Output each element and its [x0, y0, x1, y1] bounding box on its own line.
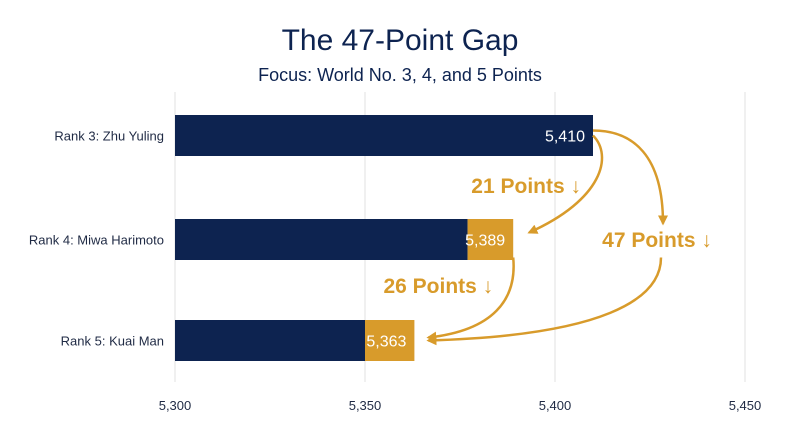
chart-title: The 47-Point Gap: [282, 24, 519, 57]
annotation-arrow: [527, 134, 604, 234]
category-label: Rank 3: Zhu Yuling: [54, 129, 164, 144]
annotation-arrow: [426, 257, 515, 342]
category-label: Rank 4: Miwa Harimoto: [29, 233, 164, 248]
x-tick-label: 5,350: [349, 398, 382, 413]
annotation-arrow: [592, 129, 668, 226]
chart-subtitle: Focus: World No. 3, 4, and 5 Points: [258, 65, 542, 85]
annotation-label: 21 Points ↓: [471, 175, 581, 198]
category-label: Rank 5: Kuai Man: [61, 334, 164, 349]
bar-gap-segment: [467, 219, 514, 260]
labels: 5,300 5,350 5,400 5,450 5,410 Rank 3: Zhu Yul…: [29, 129, 761, 414]
bar-value-label: 5,389: [465, 233, 505, 250]
bar: [175, 320, 365, 361]
x-tick-label: 5,400: [539, 398, 572, 413]
bar: [175, 115, 593, 156]
bar-value-label: 5,410: [545, 129, 585, 146]
bar: [175, 219, 468, 260]
annotation-label: 47 Points ↓: [602, 229, 712, 252]
x-tick-label: 5,300: [159, 398, 192, 413]
annotation-arrow: [426, 257, 663, 346]
bar-value-label: 5,363: [366, 334, 406, 351]
x-tick-label: 5,450: [729, 398, 762, 413]
bars: [175, 115, 593, 361]
annotations: 21 Points ↓ 26 Points ↓ 47 Points ↓: [383, 129, 712, 346]
annotation-label: 26 Points ↓: [383, 275, 493, 298]
bar-gap-segment: [365, 320, 415, 361]
